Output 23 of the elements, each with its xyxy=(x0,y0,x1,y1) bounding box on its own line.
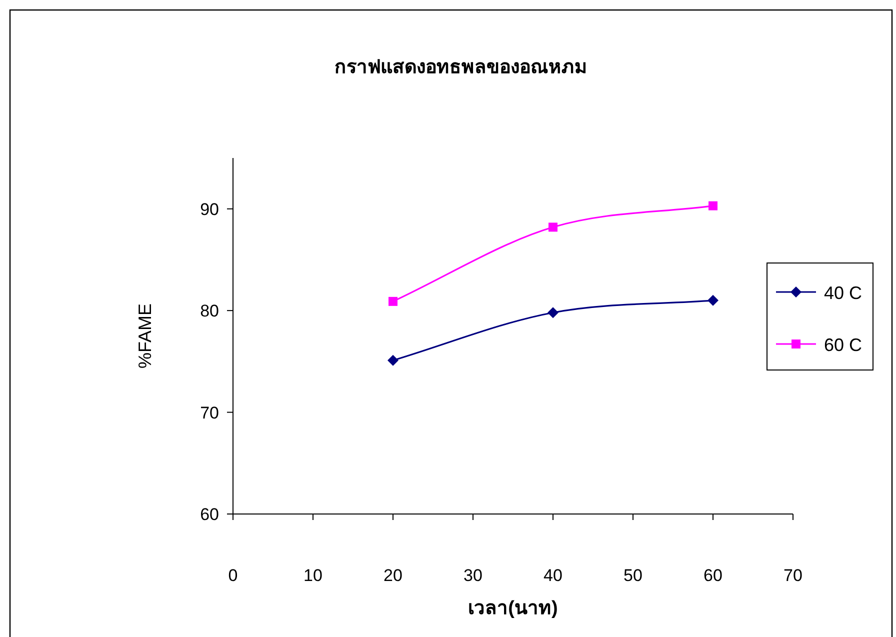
y-axis-title: %FAME xyxy=(135,303,155,369)
point xyxy=(548,222,558,232)
y-tick-label: 90 xyxy=(200,200,219,219)
y-tick-label: 80 xyxy=(200,302,219,321)
x-tick-label: 40 xyxy=(544,566,562,585)
x-axis-title: เวลา(นาท) xyxy=(468,598,558,619)
x-tick-label: 50 xyxy=(624,566,642,585)
y-tick-label: 60 xyxy=(200,505,219,524)
y-tick-label: 70 xyxy=(200,403,219,422)
x-tick-label: 0 xyxy=(228,566,238,585)
point xyxy=(548,307,558,318)
x-tick-label: 10 xyxy=(304,566,322,585)
x-tick-label: 30 xyxy=(464,566,482,585)
point xyxy=(388,296,398,306)
chart-title: กราฟแสดงอทธพลของอณหภม xyxy=(334,57,588,78)
x-tick-label: 20 xyxy=(384,566,402,585)
point xyxy=(708,201,718,210)
point xyxy=(388,354,398,366)
x-tick-label: 60 xyxy=(704,566,722,585)
x-tick-label: 70 xyxy=(784,566,802,585)
legend-label: 60 C xyxy=(824,335,862,355)
point xyxy=(708,294,718,306)
legend-label: 40 C xyxy=(824,283,862,303)
